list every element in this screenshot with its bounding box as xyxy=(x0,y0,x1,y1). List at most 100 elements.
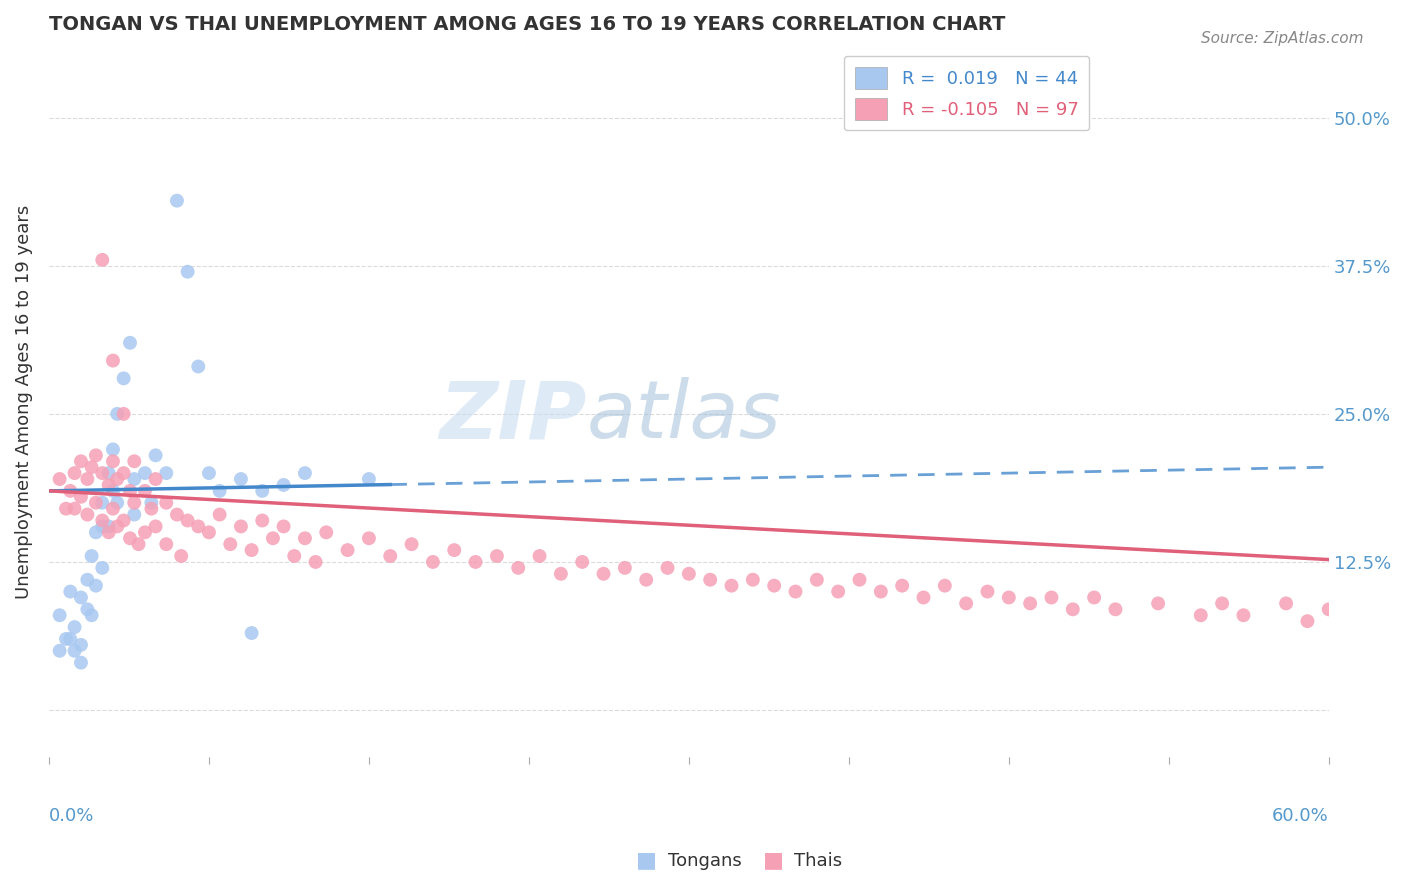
Point xyxy=(170,549,193,563)
Point xyxy=(464,555,486,569)
Point xyxy=(1296,614,1319,628)
Point xyxy=(229,519,252,533)
Point xyxy=(592,566,614,581)
Point xyxy=(252,483,274,498)
Point xyxy=(48,472,70,486)
Point xyxy=(118,335,141,350)
Point xyxy=(252,514,274,528)
Point xyxy=(97,519,120,533)
Point xyxy=(657,561,679,575)
Point xyxy=(101,501,124,516)
Point xyxy=(262,531,284,545)
Point xyxy=(141,496,163,510)
Point xyxy=(70,490,93,504)
Point xyxy=(273,478,295,492)
Point xyxy=(63,466,86,480)
Point xyxy=(785,584,807,599)
Point xyxy=(101,454,124,468)
Point xyxy=(70,454,93,468)
Point xyxy=(176,514,198,528)
Point xyxy=(84,525,107,540)
Legend: R =  0.019   N = 44, R = -0.105   N = 97: R = 0.019 N = 44, R = -0.105 N = 97 xyxy=(844,55,1090,130)
Point xyxy=(59,483,82,498)
Point xyxy=(141,501,163,516)
Point xyxy=(1147,596,1170,610)
Text: atlas: atlas xyxy=(586,377,782,455)
Text: Tongans: Tongans xyxy=(668,852,741,870)
Point xyxy=(80,608,103,623)
Point xyxy=(934,579,956,593)
Text: ■: ■ xyxy=(763,850,783,870)
Y-axis label: Unemployment Among Ages 16 to 19 years: Unemployment Among Ages 16 to 19 years xyxy=(15,205,32,599)
Point xyxy=(101,483,124,498)
Point xyxy=(91,466,114,480)
Point xyxy=(63,644,86,658)
Point xyxy=(80,549,103,563)
Point xyxy=(91,561,114,575)
Point xyxy=(91,496,114,510)
Point xyxy=(198,466,221,480)
Point xyxy=(128,537,150,551)
Point xyxy=(806,573,828,587)
Point xyxy=(315,525,337,540)
Point xyxy=(63,620,86,634)
Point xyxy=(1019,596,1042,610)
Point xyxy=(105,407,128,421)
Point xyxy=(124,496,146,510)
Point xyxy=(134,466,156,480)
Text: ZIP: ZIP xyxy=(439,377,586,455)
Point xyxy=(508,561,530,575)
Point xyxy=(283,549,305,563)
Point xyxy=(613,561,636,575)
Point xyxy=(97,478,120,492)
Point xyxy=(422,555,444,569)
Point xyxy=(176,265,198,279)
Text: Thais: Thais xyxy=(794,852,842,870)
Point xyxy=(76,472,98,486)
Point xyxy=(76,508,98,522)
Point xyxy=(1062,602,1084,616)
Point xyxy=(912,591,935,605)
Point xyxy=(97,525,120,540)
Point xyxy=(357,472,380,486)
Point xyxy=(55,501,77,516)
Point xyxy=(401,537,423,551)
Point xyxy=(84,496,107,510)
Point xyxy=(529,549,551,563)
Point xyxy=(198,525,221,540)
Point xyxy=(208,508,231,522)
Point xyxy=(76,602,98,616)
Point xyxy=(827,584,849,599)
Point xyxy=(105,472,128,486)
Point xyxy=(91,514,114,528)
Point xyxy=(112,466,135,480)
Point xyxy=(976,584,998,599)
Point xyxy=(741,573,763,587)
Point xyxy=(848,573,870,587)
Text: TONGAN VS THAI UNEMPLOYMENT AMONG AGES 16 TO 19 YEARS CORRELATION CHART: TONGAN VS THAI UNEMPLOYMENT AMONG AGES 1… xyxy=(49,15,1005,34)
Point xyxy=(134,483,156,498)
Point xyxy=(48,608,70,623)
Point xyxy=(294,466,316,480)
Point xyxy=(91,519,114,533)
Text: 0.0%: 0.0% xyxy=(49,807,94,825)
Point xyxy=(84,579,107,593)
Point xyxy=(294,531,316,545)
Point xyxy=(187,359,209,374)
Point xyxy=(869,584,891,599)
Point xyxy=(101,442,124,457)
Text: ■: ■ xyxy=(637,850,657,870)
Point xyxy=(550,566,572,581)
Point xyxy=(112,371,135,385)
Point xyxy=(763,579,786,593)
Point xyxy=(155,496,177,510)
Point xyxy=(443,543,465,558)
Point xyxy=(166,508,188,522)
Point xyxy=(636,573,658,587)
Point xyxy=(720,579,742,593)
Point xyxy=(1040,591,1063,605)
Point xyxy=(101,353,124,368)
Point xyxy=(105,519,128,533)
Point xyxy=(63,501,86,516)
Point xyxy=(380,549,402,563)
